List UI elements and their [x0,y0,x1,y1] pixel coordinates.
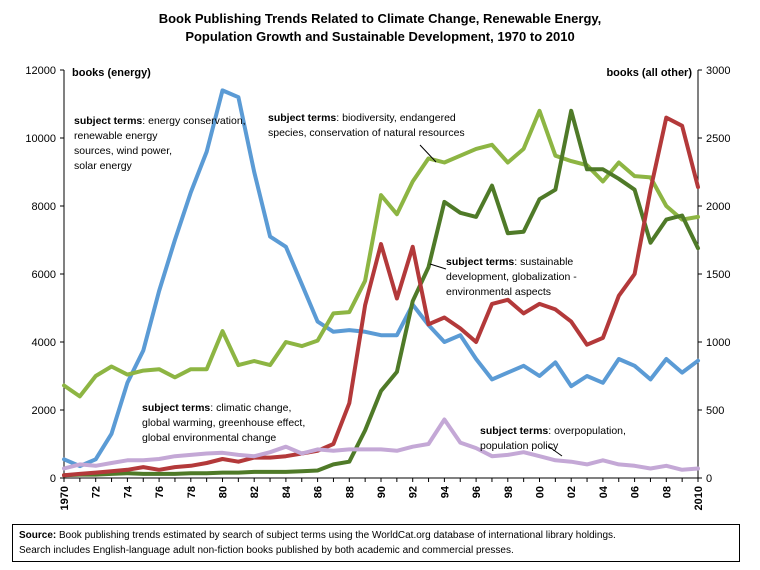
annotation-leader-population [547,445,563,457]
series-line-population [62,417,700,472]
source-footer: Source: Book publishing trends estimated… [12,524,740,562]
annotation-sustainable-line: development, globalization - [446,271,577,283]
x-tick-label: 08 [661,486,673,498]
annotation-biodiversity-line: subject terms: biodiversity, endangered [268,112,456,124]
series-line-climate [62,115,700,478]
x-tick-label: 06 [630,486,642,498]
y-right-tick-label: 0 [706,473,712,485]
annotation-biodiversity-line: species, conservation of natural resourc… [268,127,465,139]
y-right-tick-label: 3000 [706,65,730,77]
y-left-tick-label: 12000 [25,65,56,77]
x-tick-label: 94 [439,485,451,498]
annotation-climate-line: global environmental change [142,432,276,444]
x-tick-label: 80 [218,486,230,498]
y-left-axis-label: books (energy) [72,67,151,79]
x-tick-label: 96 [471,486,483,498]
annotation-climate-line: subject terms: climatic change, [142,402,291,414]
y-left-tick-label: 0 [50,473,56,485]
x-tick-label: 1970 [59,486,71,510]
x-tick-label: 84 [281,485,293,498]
chart-title-line2: Population Growth and Sustainable Develo… [185,29,575,44]
x-tick-label: 82 [249,486,261,498]
y-left-tick-label: 2000 [32,405,56,417]
x-tick-label: 98 [503,486,515,498]
y-right-tick-label: 2500 [706,133,730,145]
x-tick-label: 86 [313,486,325,498]
annotation-energy-line: renewable energy [74,130,158,142]
series-line-energy [62,88,700,469]
annotation-population-line: population policy [480,440,559,452]
x-tick-label: 00 [535,486,547,498]
y-left-tick-label: 4000 [32,337,56,349]
x-tick-label: 02 [566,486,578,498]
x-tick-label: 72 [91,486,103,498]
y-right-tick-label: 500 [706,405,724,417]
x-tick-label: 76 [154,486,166,498]
source-text: Book publishing trends estimated by sear… [56,530,616,541]
annotation-energy-line: solar energy [74,160,133,172]
source-label: Source: [19,530,57,541]
annotation-leader-sustainable [429,263,447,270]
y-left-tick-label: 10000 [25,133,56,145]
annotation-sustainable-line: subject terms: sustainable [446,256,573,268]
x-tick-label: 88 [344,486,356,498]
annotation-energy-line: subject terms: energy conservation, [74,115,246,127]
y-right-tick-label: 2000 [706,201,730,213]
y-right-axis-label: books (all other) [606,67,692,79]
annotation-population-line: subject terms: overpopulation, [480,425,626,437]
annotation-energy-line: sources, wind power, [74,145,172,157]
annotation-climate-line: global warming, greenhouse effect, [142,417,305,429]
x-tick-label: 92 [408,486,420,498]
x-tick-label: 90 [376,486,388,498]
source-text-line2: Search includes English-language adult n… [19,545,514,556]
x-tick-label: 04 [598,485,610,498]
y-left-tick-label: 8000 [32,201,56,213]
annotation-leader-biodiversity [419,144,437,163]
x-tick-label: 74 [122,485,134,498]
y-left-tick-label: 6000 [32,269,56,281]
annotation-sustainable-line: environmental aspects [446,286,551,298]
line-chart: 0200040006000800010000120000500100015002… [25,65,730,510]
chart-title-line1: Book Publishing Trends Related to Climat… [158,11,602,26]
y-right-tick-label: 1000 [706,337,730,349]
x-tick-label: 78 [186,486,198,498]
x-tick-label: 2010 [693,486,705,510]
y-right-tick-label: 1500 [706,269,730,281]
series-line-sustainable [62,108,700,478]
